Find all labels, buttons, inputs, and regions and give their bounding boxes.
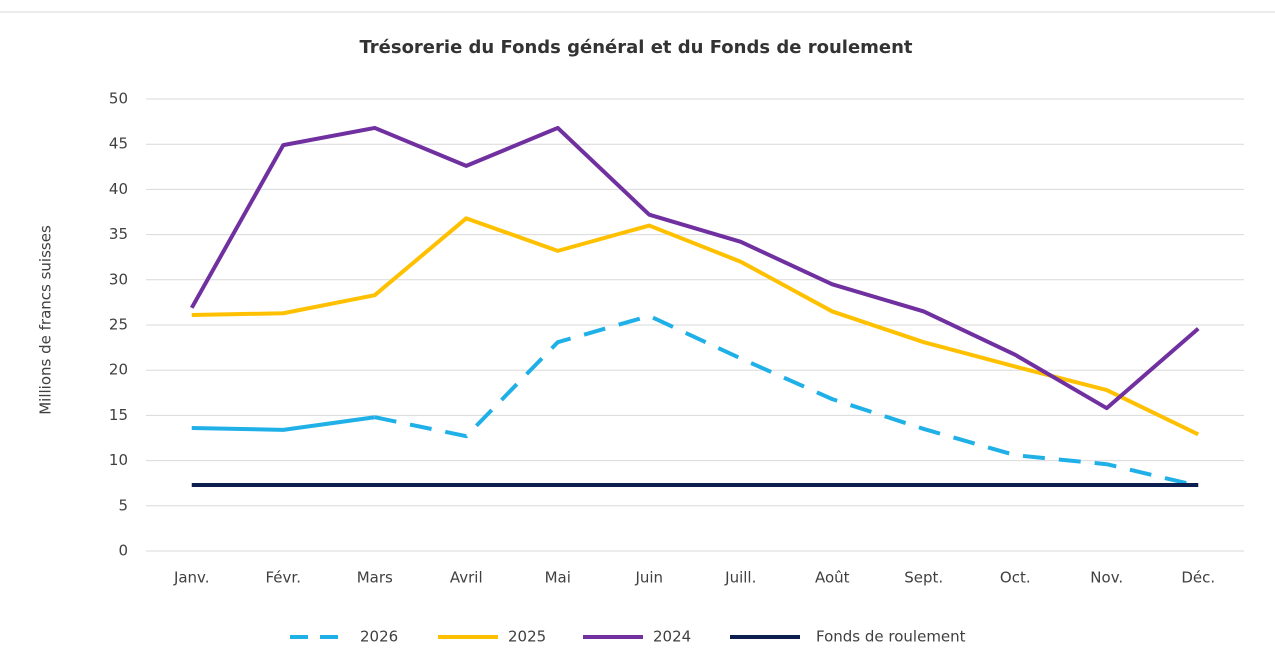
x-tick-label: Déc. bbox=[1181, 569, 1215, 587]
x-tick-label: Janv. bbox=[173, 569, 210, 587]
y-tick-label: 25 bbox=[109, 316, 128, 334]
x-tick-label: Oct. bbox=[1000, 569, 1031, 587]
legend-label: Fonds de roulement bbox=[816, 628, 966, 646]
x-tick-label: Août bbox=[815, 569, 850, 587]
y-tick-label: 20 bbox=[109, 361, 128, 379]
y-tick-label: 50 bbox=[109, 90, 128, 108]
x-tick-label: Juill. bbox=[724, 569, 756, 587]
x-tick-label: Nov. bbox=[1090, 569, 1123, 587]
y-tick-label: 35 bbox=[109, 225, 128, 243]
y-tick-label: 10 bbox=[109, 451, 128, 469]
x-tick-label: Sept. bbox=[904, 569, 943, 587]
line-series bbox=[191, 216, 1200, 437]
x-tick-label: Mai bbox=[545, 569, 571, 587]
y-tick-label: 5 bbox=[118, 496, 128, 514]
x-tick-label: Juin bbox=[634, 569, 663, 587]
legend-label: 2026 bbox=[360, 628, 398, 646]
legend-label: 2025 bbox=[508, 628, 546, 646]
chart-title: Trésorerie du Fonds général et du Fonds … bbox=[359, 37, 912, 58]
line-series bbox=[191, 415, 376, 432]
line-series bbox=[190, 125, 1200, 411]
y-tick-label: 45 bbox=[109, 135, 128, 153]
x-tick-label: Févr. bbox=[266, 569, 301, 587]
y-tick-label: 30 bbox=[109, 270, 128, 288]
y-tick-label: 15 bbox=[109, 406, 128, 424]
x-tick-label: Avril bbox=[450, 569, 483, 587]
y-tick-label: 40 bbox=[109, 180, 128, 198]
x-tick-label: Mars bbox=[357, 569, 393, 587]
y-tick-label: 0 bbox=[118, 542, 128, 560]
legend-label: 2024 bbox=[653, 628, 691, 646]
y-axis-label: Millions de francs suisses bbox=[37, 225, 55, 415]
line-series bbox=[374, 313, 1199, 488]
